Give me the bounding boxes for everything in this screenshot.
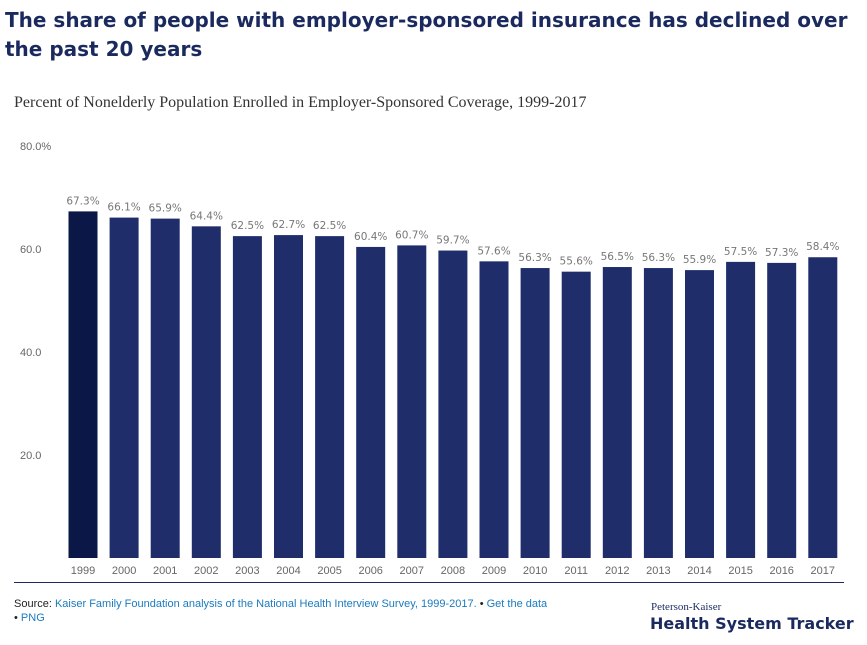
y-tick-label: 20.0 (20, 450, 41, 462)
bar-value-label: 60.4% (354, 231, 387, 243)
x-tick-label: 2014 (687, 565, 711, 577)
x-tick-label: 2011 (564, 565, 588, 577)
bar-value-label: 60.7% (395, 229, 428, 241)
bar-value-label: 57.5% (724, 246, 757, 258)
bar-value-label: 56.3% (642, 252, 675, 264)
chart-title: Percent of Nonelderly Population Enrolle… (14, 94, 587, 111)
bar-value-label: 62.7% (272, 219, 305, 231)
bar-2008 (438, 250, 468, 559)
x-tick-label: 2001 (153, 565, 177, 577)
bar-2016 (767, 262, 797, 558)
bar-2002 (191, 226, 221, 558)
y-tick-label: 40.0 (20, 347, 41, 359)
bar-value-label: 66.1% (107, 202, 140, 214)
bar-2006 (356, 246, 386, 558)
bar-2005 (315, 236, 345, 558)
source-link[interactable]: Kaiser Family Foundation analysis of the… (54, 598, 477, 610)
source-prefix: Source: (14, 598, 55, 610)
x-tick-label: 2003 (235, 565, 259, 577)
bar-value-label: 65.9% (149, 203, 182, 215)
bar-value-label: 67.3% (66, 195, 99, 207)
bar-2000 (109, 217, 139, 558)
brand-subtitle: Peterson-Kaiser (651, 601, 722, 613)
bar-value-label: 55.6% (560, 256, 593, 268)
x-tick-label: 2004 (276, 565, 300, 577)
x-tick-label: 2002 (194, 565, 218, 577)
png-link[interactable]: PNG (20, 612, 45, 624)
x-tick-label: 2013 (646, 565, 670, 577)
bar-value-label: 62.5% (231, 220, 264, 232)
x-tick-label: 2005 (317, 565, 341, 577)
brand-logo-text: Health System Tracker (650, 614, 854, 633)
bar-value-label: 59.7% (436, 235, 469, 247)
x-tick-label: 2009 (482, 565, 506, 577)
x-tick-label: 2017 (811, 565, 835, 577)
bar-value-label: 57.3% (765, 247, 798, 259)
bar-2010 (520, 268, 550, 558)
y-tick-label: 60.0 (20, 244, 41, 256)
bar-chart: 20.0 40.0 60.0 80.0% 67.3% 1999 66.1% 2000 65.9%… (20, 141, 839, 577)
png-separator: • (14, 612, 21, 624)
chart-headline: The share of people with employer-sponso… (5, 8, 848, 61)
bar-2007 (397, 245, 427, 558)
bar-2011 (561, 271, 591, 558)
bar-2001 (150, 218, 180, 558)
bar-value-label: 56.3% (518, 252, 551, 264)
x-tick-label: 2000 (112, 565, 136, 577)
source-note: Source: Kaiser Family Foundation analysi… (14, 597, 614, 625)
x-tick-label: 2012 (605, 565, 629, 577)
bar-value-label: 58.4% (806, 241, 839, 253)
bar-2003 (232, 236, 262, 558)
bar-2009 (479, 261, 509, 558)
footer-divider (14, 582, 844, 583)
bar-2013 (643, 268, 673, 558)
bar-2004 (274, 235, 303, 558)
x-tick-label: 2010 (523, 565, 547, 577)
x-tick-label: 2016 (769, 565, 793, 577)
bar-value-label: 57.6% (477, 245, 510, 257)
bar-2012 (602, 267, 632, 558)
source-separator: • (476, 598, 487, 610)
bar-value-label: 62.5% (313, 220, 346, 232)
bar-2017 (808, 257, 838, 558)
x-tick-label: 2008 (441, 565, 465, 577)
x-tick-label: 1999 (71, 565, 95, 577)
bar-value-label: 64.4% (190, 210, 223, 222)
bar-2015 (726, 261, 756, 558)
x-tick-label: 2007 (400, 565, 424, 577)
bar-value-label: 55.9% (683, 254, 716, 266)
x-tick-label: 2015 (728, 565, 752, 577)
get-data-link[interactable]: Get the data (486, 598, 548, 610)
bar-1999 (68, 211, 98, 558)
bar-value-label: 56.5% (601, 251, 634, 263)
x-tick-label: 2006 (358, 565, 382, 577)
y-tick-label: 80.0% (20, 141, 51, 153)
bar-2014 (685, 270, 714, 558)
